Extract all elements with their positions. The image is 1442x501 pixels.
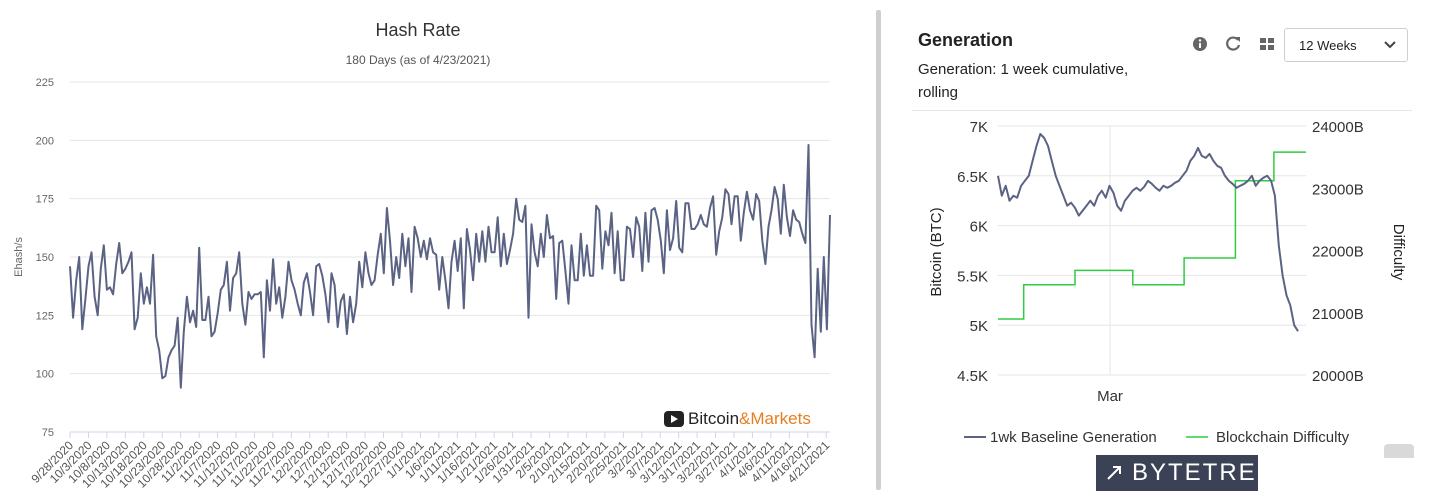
panel-subtitle: Generation: 1 week cumulative, rolling	[918, 61, 1129, 101]
bytetree-mark-icon	[1107, 466, 1121, 480]
grid-icon[interactable]	[1257, 34, 1277, 54]
y-tick-label: 5K	[970, 318, 988, 335]
hash-rate-chart: Hash Rate 180 Days (as of 4/23/2021) Ehash…	[13, 20, 833, 491]
legend-label-generation: 1wk Baseline Generation	[990, 429, 1157, 446]
chart-title: Hash Rate	[375, 20, 460, 40]
range-select[interactable]: 12 Weeks	[1284, 28, 1408, 62]
x-tick-label: Mar	[1097, 388, 1123, 405]
y-tick-label: 125	[36, 310, 54, 322]
chevron-down-icon	[1384, 41, 1396, 49]
y-axis-label: Bitcoin (BTC)	[928, 207, 945, 296]
chart-subtitle: 180 Days (as of 4/23/2021)	[346, 53, 491, 67]
range-select-label: 12 Weeks	[1299, 38, 1357, 53]
y-tick-label: 5.5K	[957, 268, 988, 285]
logo-text-markets: &Markets	[739, 409, 811, 428]
y-tick-label: 7K	[970, 119, 988, 136]
generation-line	[997, 133, 1299, 332]
y-tick-label: 225	[36, 77, 54, 89]
logo-text-bitcoin: Bitcoin	[688, 409, 740, 428]
y-tick-label: 200	[36, 135, 54, 147]
bytetree-logo: BYTETREE	[1096, 455, 1273, 491]
y2-tick-label: 23000B	[1312, 181, 1364, 198]
refresh-icon[interactable]	[1223, 34, 1243, 54]
info-icon[interactable]	[1190, 34, 1210, 54]
y-tick-label: 175	[36, 194, 54, 206]
play-icon	[664, 411, 684, 427]
hash-rate-svg: Hash Rate 180 Days (as of 4/23/2021) Ehash…	[13, 20, 833, 491]
y2-tick-label: 22000B	[1312, 244, 1364, 261]
generation-panel: Generation Generation: 1 week cumulative…	[900, 0, 1442, 496]
generation-chart-svg: 4.5K 5K 5.5K 6K 6.5K 7K 20000B 21000B 22000B 2300…	[928, 119, 1407, 446]
y2-tick-label: 21000B	[1312, 306, 1364, 323]
y-tick-label: 75	[42, 427, 54, 439]
y-tick-label: 6.5K	[957, 169, 988, 186]
y2-tick-label: 24000B	[1312, 119, 1364, 136]
panel-divider[interactable]	[876, 10, 881, 490]
difficulty-line	[998, 151, 1306, 320]
panel-title: Generation	[918, 30, 1014, 50]
legend-label-difficulty: Blockchain Difficulty	[1216, 429, 1350, 446]
y-tick-label: 6K	[970, 219, 988, 236]
bitcoin-markets-logo: Bitcoin &Markets	[664, 409, 811, 429]
header-separator	[912, 110, 1412, 111]
hash-rate-line	[69, 144, 831, 389]
y2-axis-label: Difficulty	[1390, 224, 1407, 281]
bytetree-brand: BYTETREE	[1132, 459, 1275, 486]
scroll-handle[interactable]	[1384, 444, 1414, 458]
y-tick-label: 4.5K	[957, 368, 988, 385]
y-axis-label: Ehash/s	[13, 237, 25, 277]
y-tick-label: 100	[36, 369, 54, 381]
y2-tick-label: 20000B	[1312, 368, 1364, 385]
y-tick-label: 150	[36, 252, 54, 264]
